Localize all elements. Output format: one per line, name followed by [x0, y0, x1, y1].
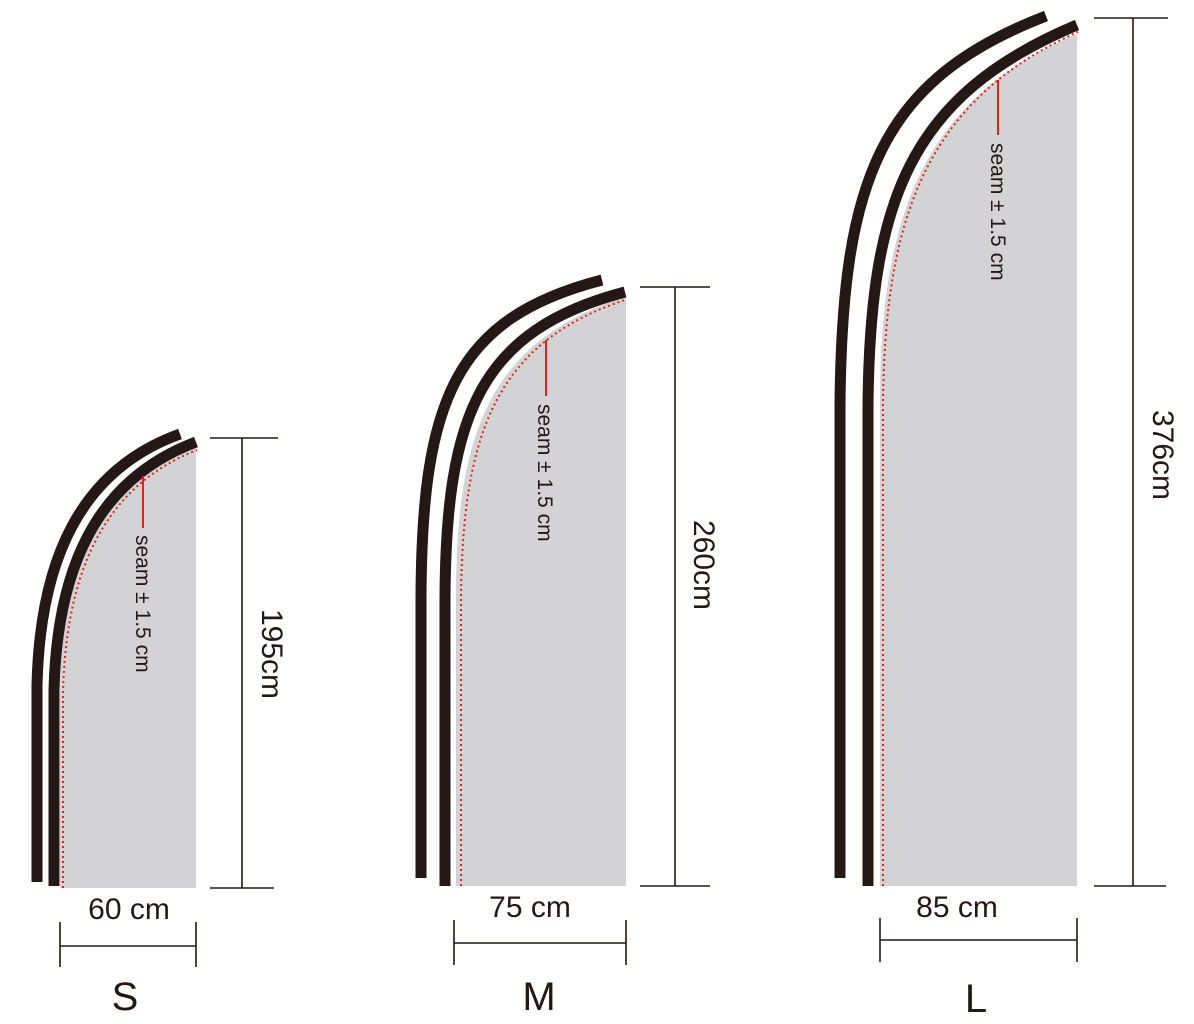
flag-s-size-label: S: [112, 975, 139, 1019]
flag-m-seam-label: seam ± 1.5 cm: [533, 404, 556, 542]
flag-l-width-label: 85 cm: [916, 891, 998, 924]
flag-l-size-label: L: [965, 977, 987, 1019]
flag-s-pole-outer: [31, 428, 182, 882]
flag-s-seam-line: [62, 449, 198, 888]
flag-l: seam ± 1.5 cm 376cm 85 cm L: [834, 10, 1179, 1021]
flag-l-fabric: [880, 34, 1077, 886]
flag-l-height-dimension: [1094, 17, 1168, 887]
flag-m-height-dimension: [640, 286, 710, 887]
flag-l-width-dimension: [879, 918, 1078, 962]
flag-s-seam-label: seam ± 1.5 cm: [131, 535, 154, 673]
flag-l-seam-line: [882, 31, 1079, 886]
flag-m-width-dimension: [453, 920, 627, 965]
flag-m-seam-line: [460, 299, 626, 886]
flag-l-seam-label: seam ± 1.5 cm: [986, 143, 1009, 281]
flag-m-pole-outer: [415, 274, 604, 878]
flag-m-size-label: M: [522, 975, 555, 1019]
flag-m-pole-inner: [439, 286, 627, 886]
flag-s-height-dimension: [210, 437, 278, 889]
flag-s-height-label: 195cm: [255, 609, 288, 699]
flag-s-width-label: 60 cm: [88, 893, 170, 926]
flag-s-width-dimension: [59, 922, 197, 967]
flag-s: seam ± 1.5 cm 195cm 60 cm S: [31, 428, 288, 1019]
flag-s-pole-inner: [48, 436, 198, 886]
flag-l-pole-outer: [834, 10, 1048, 878]
flag-m-height-label: 260cm: [687, 520, 720, 610]
flag-l-pole-inner: [862, 19, 1080, 886]
flag-m-fabric: [456, 296, 626, 886]
flag-m: seam ± 1.5 cm 260cm 75 cm M: [415, 274, 720, 1019]
flag-m-width-label: 75 cm: [489, 891, 571, 924]
flag-s-fabric: [60, 446, 196, 888]
flag-l-height-label: 376cm: [1146, 410, 1179, 500]
